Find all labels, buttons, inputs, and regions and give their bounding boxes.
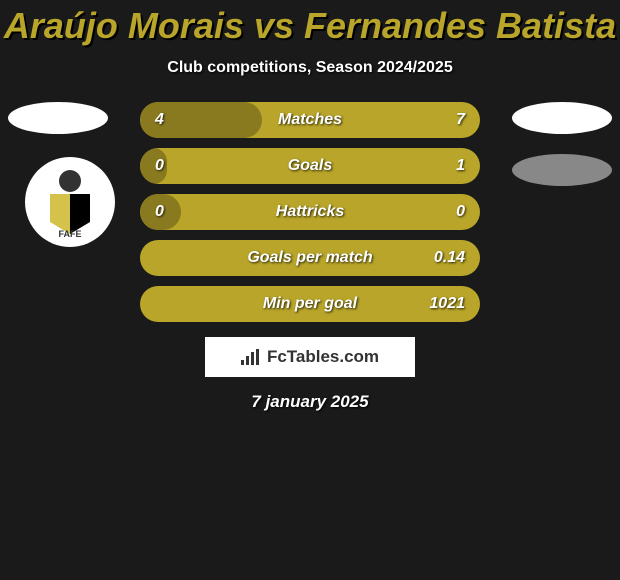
- stat-right-value: 0.14: [434, 249, 465, 267]
- stat-right-value: 1: [456, 157, 465, 175]
- stat-label: Goals per match: [247, 249, 372, 267]
- stat-bars: 4 Matches 7 0 Goals 1 0 Hattricks 0 Goals per mat…: [140, 102, 480, 322]
- shield-icon: [50, 194, 90, 234]
- chart-icon: [241, 349, 261, 365]
- stat-right-value: 0: [456, 203, 465, 221]
- stat-bar-row: 4 Matches 7: [140, 102, 480, 138]
- stat-bar-row: Min per goal 1021: [140, 286, 480, 322]
- stat-left-value: 0: [155, 203, 164, 221]
- stat-label: Hattricks: [276, 203, 344, 221]
- right-placeholder-shape-2: [512, 154, 612, 186]
- stat-bar-row: 0 Goals 1: [140, 148, 480, 184]
- stat-label: Goals: [288, 157, 332, 175]
- club-badge-inner: [35, 167, 105, 237]
- right-placeholder-shape: [512, 102, 612, 134]
- club-badge: FAFE: [25, 157, 115, 247]
- badge-text: FAFE: [58, 229, 81, 239]
- stat-right-value: 7: [456, 111, 465, 129]
- date: 7 january 2025: [0, 392, 620, 412]
- stat-label: Matches: [278, 111, 342, 129]
- stat-bar-row: Goals per match 0.14: [140, 240, 480, 276]
- stat-left-value: 0: [155, 157, 164, 175]
- page-title: Araújo Morais vs Fernandes Batista: [0, 0, 620, 47]
- stat-left-value: 4: [155, 111, 164, 129]
- fctables-logo: FcTables.com: [205, 337, 415, 377]
- comparison-main: FAFE 4 Matches 7 0 Goals 1 0 Hattricks 0 Goals pe…: [0, 102, 620, 412]
- page-subtitle: Club competitions, Season 2024/2025: [0, 59, 620, 77]
- left-placeholder-shape: [8, 102, 108, 134]
- stat-label: Min per goal: [263, 295, 357, 313]
- logo-text: FcTables.com: [267, 347, 379, 367]
- stat-right-value: 1021: [429, 295, 465, 313]
- ball-icon: [59, 170, 81, 192]
- stat-bar-row: 0 Hattricks 0: [140, 194, 480, 230]
